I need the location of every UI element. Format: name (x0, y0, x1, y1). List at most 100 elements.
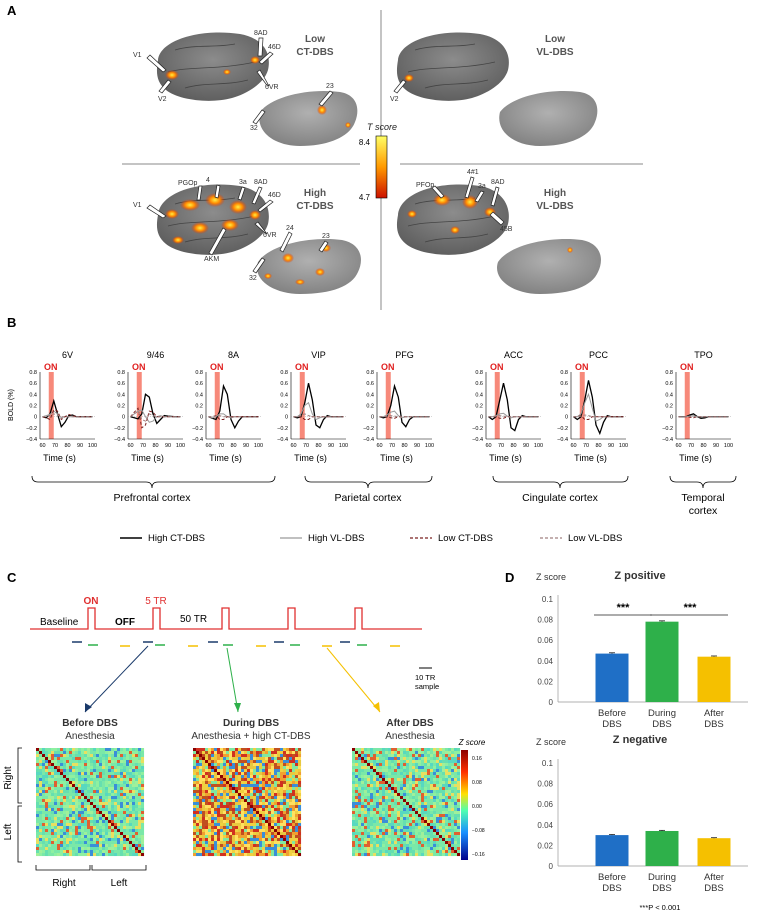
axis-left-vertical: Left (3, 823, 14, 840)
matrix-cell (45, 781, 49, 785)
matrix-cell (268, 829, 272, 833)
matrix-cell (102, 763, 106, 767)
matrix-cell (406, 775, 410, 779)
matrix-cell (96, 841, 100, 845)
matrix-cell (214, 814, 218, 818)
matrix-cell (193, 760, 197, 764)
matrix-cell (93, 850, 97, 854)
matrix-cell (36, 838, 40, 842)
matrix-cell (457, 748, 461, 752)
matrix-cell (253, 787, 257, 791)
matrix-cell (96, 847, 100, 851)
matrix-cell (394, 796, 398, 800)
matrix-cell (63, 754, 67, 758)
matrix-cell (138, 772, 142, 776)
matrix-cell (379, 754, 383, 758)
matrix-cell (129, 820, 133, 824)
matrix-cell (226, 841, 230, 845)
matrix-cell (102, 835, 106, 839)
matrix-cell (292, 748, 296, 752)
matrix-cell (135, 844, 139, 848)
matrix-cell (298, 754, 302, 758)
matrix-cell (72, 853, 76, 857)
matrix-cell (409, 748, 413, 752)
matrix-cell (412, 838, 416, 842)
matrix-cell (87, 751, 91, 755)
matrix-cell (418, 799, 422, 803)
matrix-cell (232, 775, 236, 779)
matrix-cell (376, 841, 380, 845)
matrix-cell (238, 757, 242, 761)
matrix-cell (90, 844, 94, 848)
matrix-cell (235, 832, 239, 836)
matrix-cell (406, 808, 410, 812)
matrix-cell (427, 841, 431, 845)
matrix-cell (232, 784, 236, 788)
matrix-cell (403, 832, 407, 836)
matrix-cell (382, 766, 386, 770)
matrix-cell (358, 835, 362, 839)
matrix-cell (81, 790, 85, 794)
matrix-cell (202, 775, 206, 779)
matrix-cell (63, 784, 67, 788)
matrix-cell (208, 751, 212, 755)
matrix-cell (289, 826, 293, 830)
matrix-cell (295, 760, 299, 764)
matrix-cell (259, 766, 263, 770)
matrix-cell (388, 754, 392, 758)
zscore-tick: −0.16 (472, 852, 485, 858)
matrix-cell (292, 784, 296, 788)
matrix-cell (108, 850, 112, 854)
matrix-cell (400, 808, 404, 812)
matrix-cell (451, 817, 455, 821)
matrix-cell (57, 778, 61, 782)
matrix-cell (262, 766, 266, 770)
matrix-cell (99, 838, 103, 842)
matrix-cell (57, 847, 61, 851)
matrix-cell (241, 817, 245, 821)
matrix-cell (382, 832, 386, 836)
matrix-cell (412, 853, 416, 857)
matrix-cell (457, 751, 461, 755)
matrix-cell (364, 802, 368, 806)
matrix-cell (253, 829, 257, 833)
matrix-cell (111, 757, 115, 761)
matrix-cell (196, 817, 200, 821)
matrix-cell (214, 778, 218, 782)
matrix-cell (265, 844, 269, 848)
matrix-cell (232, 817, 236, 821)
matrix-cell (102, 826, 106, 830)
matrix-cell (286, 835, 290, 839)
matrix-cell (99, 757, 103, 761)
matrix-cell (93, 832, 97, 836)
matrix-cell (295, 832, 299, 836)
region-labels-low-ct: V1 8AD 46D V2 6VR 23 32 (133, 30, 334, 132)
matrix-cell (379, 790, 383, 794)
matrix-cell (120, 811, 124, 815)
matrix-cell (214, 820, 218, 824)
matrix-cell (105, 817, 109, 821)
matrix-cell (445, 772, 449, 776)
matrix-cell (105, 784, 109, 788)
matrix-cell (457, 766, 461, 770)
matrix-cell (66, 838, 70, 842)
matrix-cell (433, 832, 437, 836)
matrix-cell (445, 814, 449, 818)
matrix-cell (298, 805, 302, 809)
matrix-cell (42, 781, 46, 785)
matrix-cell (196, 850, 200, 854)
matrix-cell (220, 802, 224, 806)
matrix-cell (93, 829, 97, 833)
matrix-cell (129, 751, 133, 755)
matrix-cell (397, 814, 401, 818)
matrix-cell (436, 844, 440, 848)
matrix-cell (69, 823, 73, 827)
matrix-cell (217, 826, 221, 830)
matrix-cell (370, 853, 374, 857)
matrix-cell (379, 805, 383, 809)
matrix-cell (364, 835, 368, 839)
matrix-cell (388, 853, 392, 857)
matrix-cell (250, 838, 254, 842)
matrix-cell (244, 805, 248, 809)
matrix-cell (364, 817, 368, 821)
